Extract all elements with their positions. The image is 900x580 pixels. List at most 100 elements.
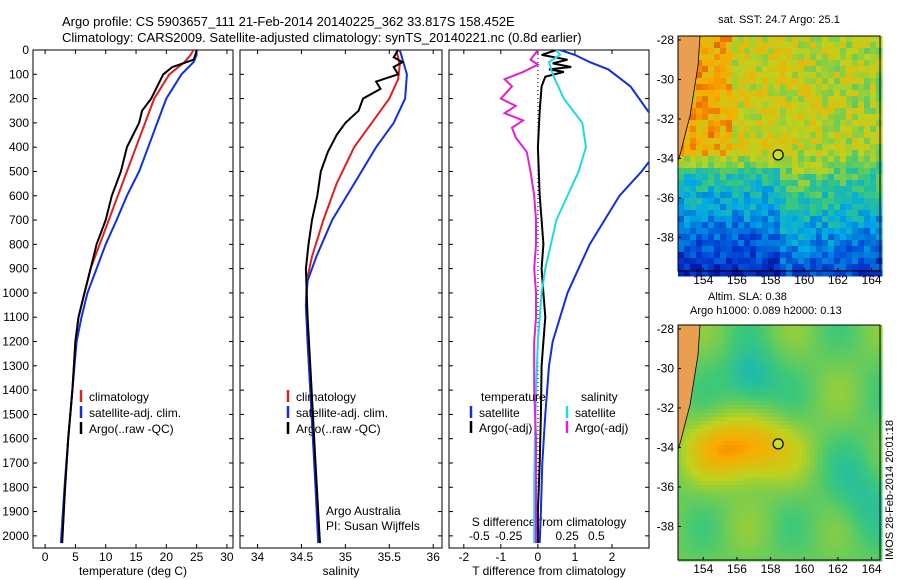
field-cell — [702, 493, 707, 498]
field-cell — [694, 417, 699, 422]
field-cell — [816, 156, 823, 163]
field-cell — [864, 42, 871, 49]
field-cell — [706, 345, 711, 350]
field-cell — [834, 461, 839, 466]
field-cell — [798, 537, 803, 542]
field-cell — [774, 264, 781, 271]
field-cell — [762, 489, 767, 494]
field-cell — [738, 357, 743, 362]
field-cell — [846, 517, 851, 522]
field-cell — [790, 393, 795, 398]
field-cell — [822, 373, 827, 378]
field-cell — [806, 449, 811, 454]
field-cell — [870, 509, 875, 514]
field-cell — [726, 369, 731, 374]
field-cell — [714, 441, 719, 446]
field-cell — [734, 349, 739, 354]
field-cell — [830, 493, 835, 498]
field-cell — [726, 437, 731, 442]
field-cell — [846, 521, 851, 526]
field-cell — [762, 246, 769, 253]
field-cell — [806, 525, 811, 530]
field-cell — [858, 549, 863, 554]
field-cell — [762, 541, 767, 546]
field-cell — [798, 132, 805, 139]
field-cell — [838, 513, 843, 518]
field-cell — [750, 337, 755, 342]
field-cell — [798, 120, 805, 127]
field-cell — [702, 341, 707, 346]
field-cell — [876, 168, 883, 175]
field-cell — [690, 132, 697, 139]
field-cell — [720, 204, 727, 211]
field-cell — [798, 216, 805, 223]
field-cell — [696, 222, 703, 229]
field-cell — [722, 525, 727, 530]
field-cell — [826, 377, 831, 382]
field-cell — [690, 541, 695, 546]
field-cell — [726, 429, 731, 434]
field-cell — [734, 481, 739, 486]
field-cell — [738, 36, 745, 43]
field-cell — [862, 445, 867, 450]
field-cell — [758, 449, 763, 454]
field-cell — [732, 168, 739, 175]
field-cell — [810, 493, 815, 498]
field-cell — [714, 405, 719, 410]
field-cell — [826, 445, 831, 450]
field-cell — [814, 397, 819, 402]
field-cell — [762, 441, 767, 446]
field-cell — [814, 541, 819, 546]
field-cell — [714, 246, 721, 253]
field-cell — [732, 180, 739, 187]
field-cell — [778, 345, 783, 350]
field-cell — [730, 377, 735, 382]
field-cell — [746, 449, 751, 454]
field-cell — [702, 461, 707, 466]
field-cell — [738, 150, 745, 157]
field-cell — [706, 501, 711, 506]
field-cell — [858, 525, 863, 530]
field-cell — [714, 457, 719, 462]
field-cell — [738, 132, 745, 139]
field-cell — [792, 108, 799, 115]
field-cell — [862, 409, 867, 414]
field-cell — [792, 96, 799, 103]
field-cell — [858, 333, 863, 338]
field-cell — [774, 465, 779, 470]
field-cell — [798, 373, 803, 378]
field-cell — [730, 517, 735, 522]
field-cell — [710, 545, 715, 550]
field-cell — [810, 333, 815, 338]
field-cell — [708, 252, 715, 259]
field-cell — [822, 186, 829, 193]
field-cell — [798, 222, 805, 229]
field-cell — [762, 329, 767, 334]
field-cell — [702, 425, 707, 430]
field-cell — [870, 341, 875, 346]
field-cell — [794, 385, 799, 390]
field-cell — [766, 437, 771, 442]
field-cell — [786, 264, 793, 271]
field-cell — [744, 246, 751, 253]
field-cell — [830, 485, 835, 490]
field-cell — [722, 409, 727, 414]
field-cell — [708, 72, 715, 79]
field-cell — [738, 409, 743, 414]
field-cell — [714, 114, 721, 121]
field-cell — [822, 198, 829, 205]
field-cell — [814, 325, 819, 330]
field-cell — [834, 78, 841, 85]
field-cell — [714, 66, 721, 73]
field-cell — [738, 84, 745, 91]
field-cell — [870, 349, 875, 354]
field-cell — [794, 361, 799, 366]
field-cell — [826, 397, 831, 402]
field-cell — [870, 469, 875, 474]
field-cell — [770, 545, 775, 550]
field-cell — [678, 533, 683, 538]
field-cell — [750, 437, 755, 442]
field-cell — [754, 369, 759, 374]
field-cell — [734, 353, 739, 358]
field-cell — [742, 357, 747, 362]
